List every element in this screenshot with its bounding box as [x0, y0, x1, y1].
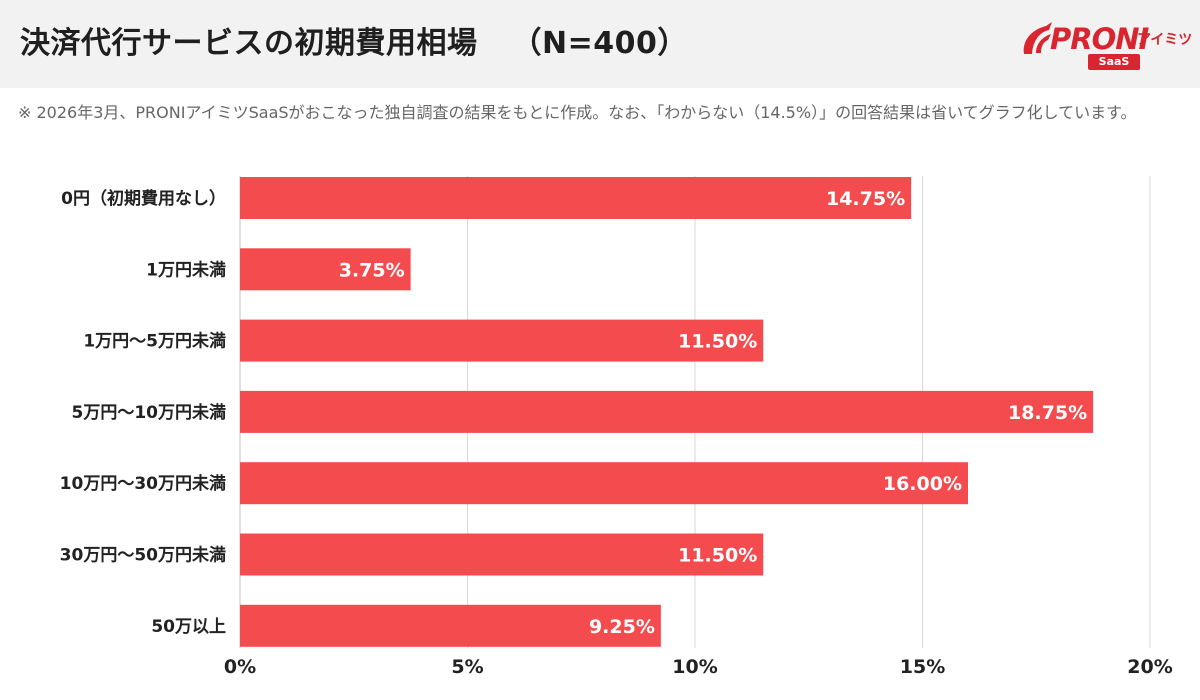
logo-brand: PRONI [1050, 22, 1149, 56]
data-label: 9.25% [589, 616, 655, 638]
bar [240, 319, 764, 362]
bar [240, 177, 912, 219]
proni-logo: PRONI アイミツ SaaS [1018, 20, 1192, 72]
category-label: 1万円〜5万円未満 [83, 331, 226, 352]
x-tick-label: 15% [900, 656, 945, 678]
logo-product: アイミツ [1137, 32, 1193, 48]
x-tick-label: 10% [672, 656, 717, 678]
data-label: 18.75% [1008, 402, 1087, 424]
data-label: 16.00% [883, 473, 962, 495]
category-label: 10万円〜30万円未満 [60, 473, 226, 494]
bars [240, 177, 1094, 647]
chart-title: 決済代行サービスの初期費用相場 （N=400） [20, 22, 688, 66]
category-label: 30万円〜50万円未満 [60, 545, 226, 566]
category-label: 5万円〜10万円未満 [72, 402, 227, 423]
category-label: 1万円未満 [146, 259, 226, 280]
source-note: ※ 2026年3月、PRONIアイミツSaaSがおこなった独自調査の結果をもとに… [18, 103, 1137, 122]
brand-mark-icon [1023, 22, 1052, 54]
title-text: 決済代行サービスの初期費用相場 [20, 26, 478, 61]
bar [240, 533, 764, 576]
logo-saas-badge: SaaS [1088, 54, 1140, 70]
x-tick-label: 0% [224, 656, 256, 678]
data-label: 11.50% [678, 545, 757, 567]
bar [240, 390, 1094, 433]
bar [240, 248, 411, 291]
sample-size: （N=400） [511, 26, 688, 61]
x-tick-label: 5% [451, 656, 483, 678]
category-label: 50万以上 [151, 617, 226, 637]
data-label: 14.75% [826, 188, 905, 210]
category-label: 0円（初期費用なし） [61, 188, 226, 209]
data-label: 3.75% [339, 259, 405, 281]
labels: 0% 5% 10% 15% 20% 14.75% 0円（初期費用なし） 3.75% 1万円未満 1… [60, 188, 1173, 678]
x-tick-label: 20% [1127, 656, 1172, 678]
bar [240, 462, 968, 505]
bar [240, 604, 661, 647]
header-bar: 決済代行サービスの初期費用相場 （N=400） PRONI アイミツ SaaS [0, 0, 1200, 88]
data-label: 11.50% [678, 331, 757, 353]
